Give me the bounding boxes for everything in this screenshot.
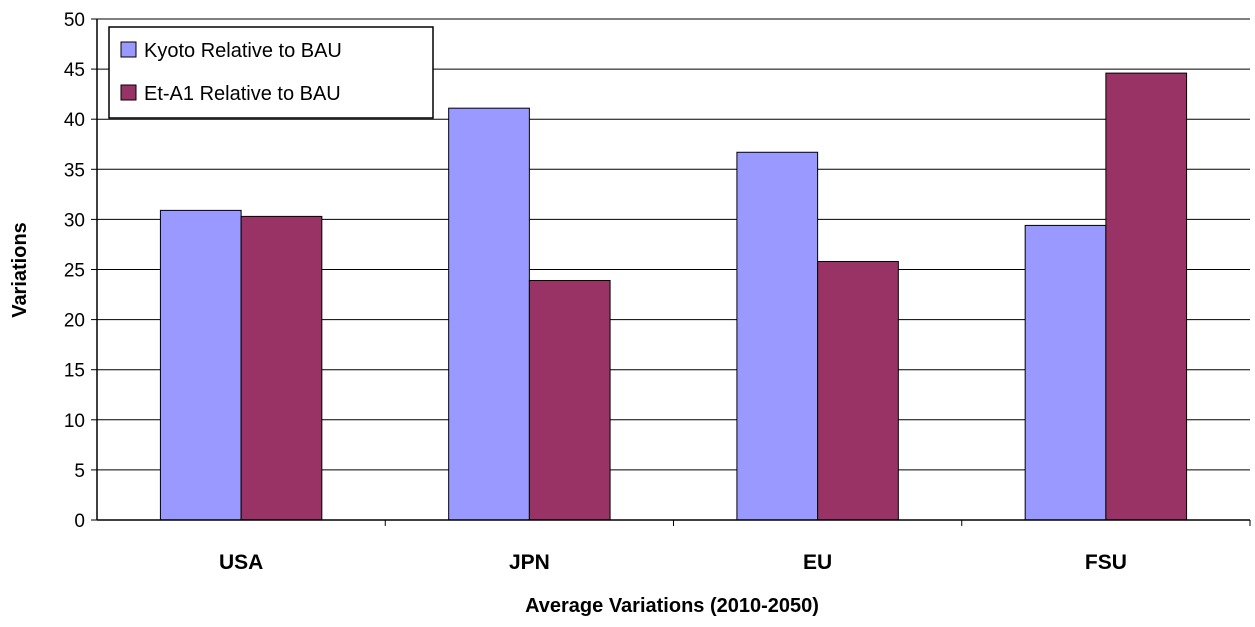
y-tick-label-40: 40 bbox=[64, 110, 85, 131]
y-tick-label-10: 10 bbox=[64, 411, 85, 432]
y-tick-label-30: 30 bbox=[64, 210, 85, 231]
bar-fsu-series-2 bbox=[1105, 72, 1188, 521]
legend-swatch-eta1 bbox=[120, 84, 137, 101]
y-axis-title: Variations bbox=[9, 222, 31, 318]
legend-swatch-kyoto bbox=[120, 41, 137, 58]
x-tick-label-fsu: FSU bbox=[1085, 551, 1127, 574]
y-tick-labels: 0 5 10 15 20 25 30 35 40 45 50 bbox=[64, 10, 85, 532]
bar-fsu-series-1 bbox=[1024, 224, 1107, 521]
bar-jpn-series-1 bbox=[448, 107, 530, 521]
bar-eu-series-2 bbox=[817, 260, 899, 521]
x-tick-label-eu: EU bbox=[803, 551, 832, 574]
x-tick-label-usa: USA bbox=[219, 551, 263, 574]
bar-eu-series-1 bbox=[736, 151, 819, 521]
bar-usa-series-2 bbox=[240, 215, 323, 521]
bar-usa-series-1 bbox=[159, 209, 242, 521]
y-tick-label-35: 35 bbox=[64, 160, 85, 181]
bar-jpn-series-2 bbox=[528, 280, 611, 521]
y-tick-label-50: 50 bbox=[64, 10, 85, 31]
y-tick-label-25: 25 bbox=[64, 261, 85, 282]
legend-label-kyoto: Kyoto Relative to BAU bbox=[144, 40, 342, 62]
y-tick-label-5: 5 bbox=[74, 461, 85, 482]
x-tick-label-jpn: JPN bbox=[509, 551, 550, 574]
x-axis-title: Average Variations (2010-2050) bbox=[525, 595, 819, 617]
y-tick-label-20: 20 bbox=[64, 311, 85, 332]
legend-box bbox=[108, 26, 434, 119]
x-tick-labels: USA JPN EU FSU bbox=[219, 551, 1127, 574]
y-tick-label-45: 45 bbox=[64, 60, 85, 81]
legend: Kyoto Relative to BAU Et-A1 Relative to … bbox=[108, 26, 434, 119]
y-tick-label-15: 15 bbox=[64, 361, 85, 382]
y-tick-label-0: 0 bbox=[74, 511, 85, 532]
bars bbox=[159, 72, 1188, 521]
legend-label-eta1: Et-A1 Relative to BAU bbox=[144, 83, 341, 105]
axes bbox=[91, 18, 1251, 526]
